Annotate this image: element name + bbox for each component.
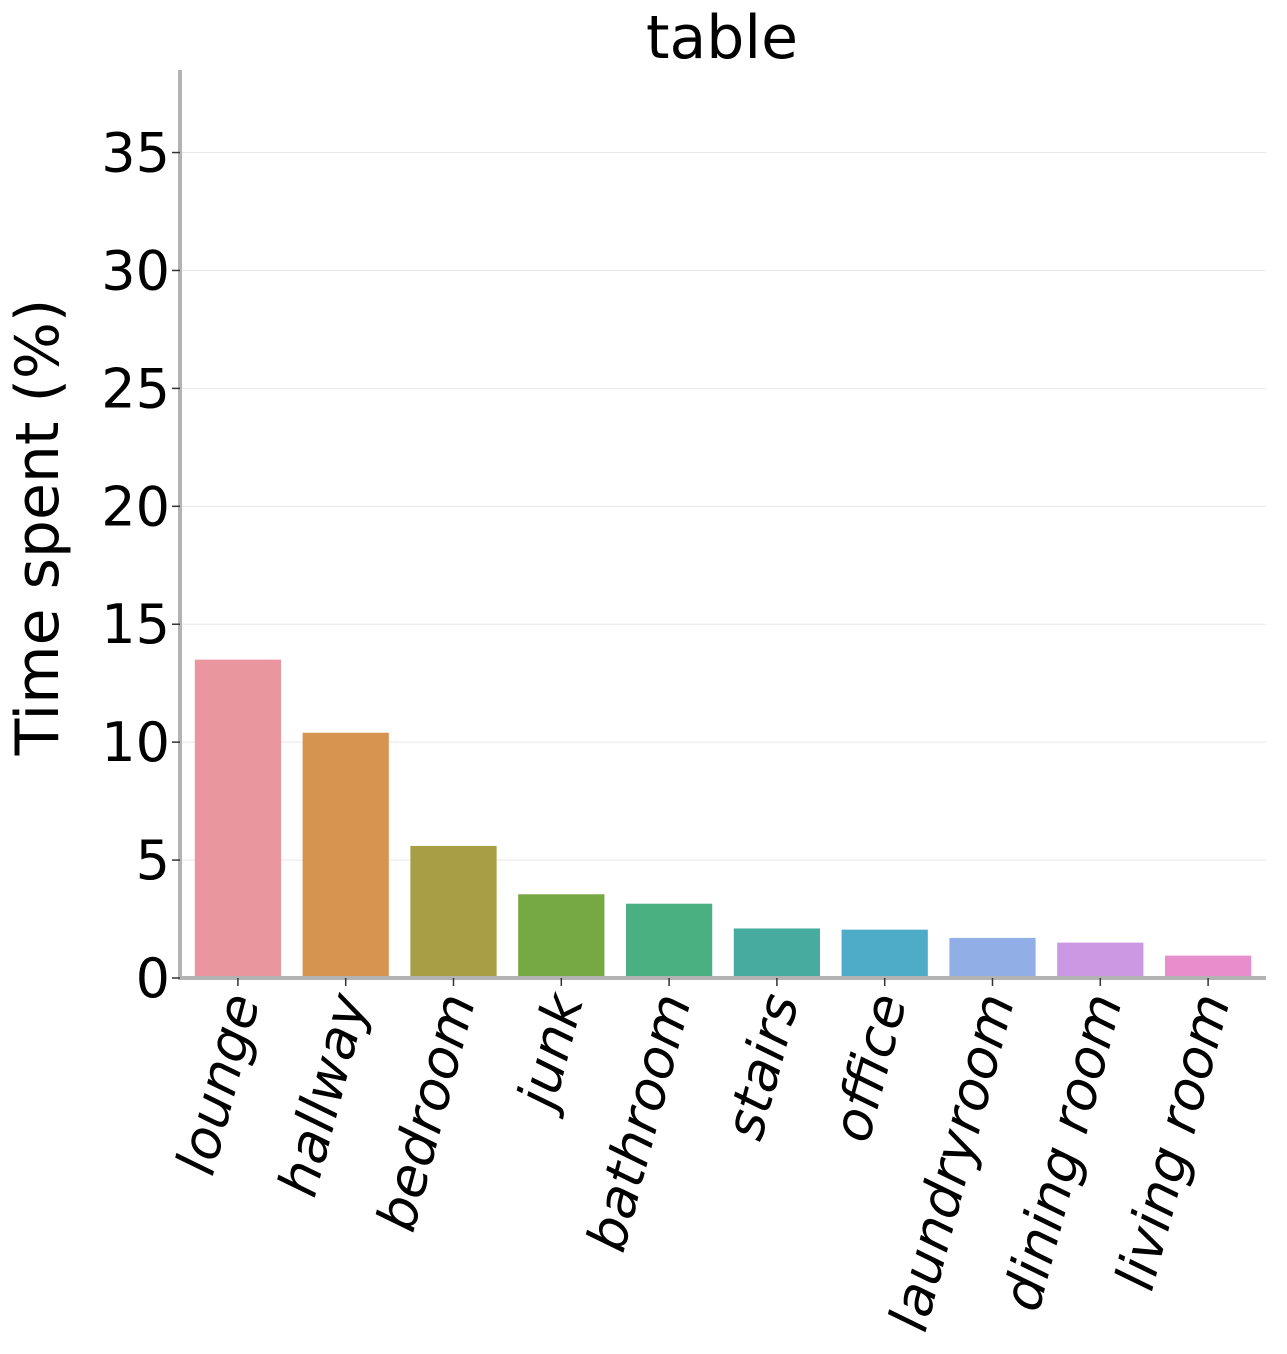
bar-office (841, 929, 928, 978)
x-tick-label: hallway (266, 986, 381, 1203)
y-tick-label: 20 (101, 475, 170, 538)
y-tick-labels: 0 5 10 15 20 25 30 35 (101, 122, 180, 1010)
bars (194, 659, 1252, 978)
x-tick-label: bedroom (364, 987, 488, 1238)
y-tick-label: 10 (101, 711, 170, 774)
x-tick-label: office (820, 987, 920, 1148)
y-tick-label: 15 (101, 593, 170, 656)
bar-hallway (302, 732, 389, 978)
y-axis-label: Time spent (%) (3, 299, 73, 757)
x-tick-label: stairs (712, 987, 811, 1146)
bar-lounge (194, 659, 282, 978)
bar-dining-room (1057, 942, 1144, 978)
x-tick-label: lounge (164, 987, 272, 1181)
bar-junk (518, 894, 605, 978)
bar-laundryroom (949, 937, 1036, 978)
y-tick-label: 0 (136, 947, 170, 1010)
x-tick-label: junk (503, 984, 596, 1121)
y-tick-label: 25 (101, 357, 170, 420)
bar-bedroom (410, 845, 497, 978)
y-tick-label: 35 (101, 122, 170, 185)
bar-living-room (1164, 955, 1252, 978)
chart-title: table (646, 3, 798, 73)
axes (178, 70, 1266, 980)
bar-stairs (733, 928, 821, 978)
y-tick-label: 5 (136, 829, 170, 892)
y-tick-label: 30 (101, 239, 170, 302)
x-tick-label: bathroom (575, 987, 704, 1258)
bar-bathroom (625, 903, 713, 978)
